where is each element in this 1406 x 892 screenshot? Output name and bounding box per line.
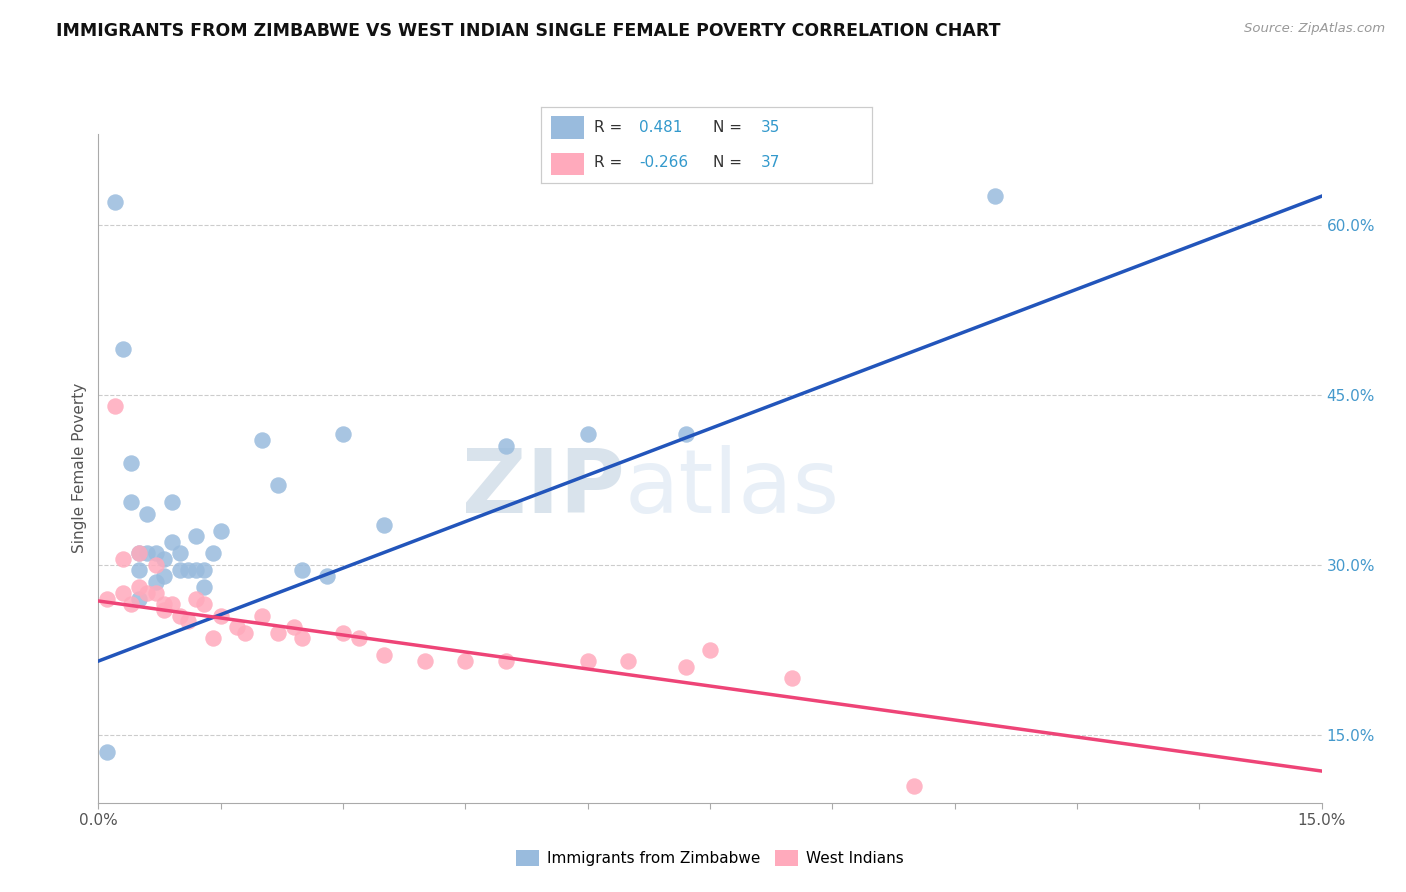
Point [160, 598, 183, 612]
Point [152, 603, 174, 617]
Point [903, 779, 925, 793]
Point [120, 456, 142, 470]
Point [226, 620, 249, 634]
Text: Source: ZipAtlas.com: Source: ZipAtlas.com [1244, 22, 1385, 36]
Point [201, 632, 224, 646]
Legend: Immigrants from Zimbabwe, West Indians: Immigrants from Zimbabwe, West Indians [510, 844, 910, 872]
Text: R =: R = [595, 120, 627, 135]
Text: ZIP: ZIP [461, 445, 624, 532]
Point [96, 745, 118, 759]
Point [136, 507, 159, 521]
Point [209, 524, 232, 538]
Point [160, 495, 183, 509]
Point [152, 569, 174, 583]
Text: N =: N = [713, 155, 747, 169]
Point [576, 654, 599, 668]
Point [104, 399, 127, 413]
Point [111, 552, 134, 566]
Point [136, 546, 159, 560]
Point [111, 586, 134, 600]
Point [780, 671, 803, 685]
Point [250, 608, 273, 623]
Point [136, 586, 159, 600]
Point [145, 586, 167, 600]
Point [315, 569, 337, 583]
Text: IMMIGRANTS FROM ZIMBABWE VS WEST INDIAN SINGLE FEMALE POVERTY CORRELATION CHART: IMMIGRANTS FROM ZIMBABWE VS WEST INDIAN … [56, 22, 1001, 40]
Point [267, 625, 290, 640]
Point [984, 189, 1007, 203]
Point [186, 529, 208, 543]
Point [193, 580, 215, 594]
Point [128, 580, 150, 594]
Point [373, 518, 395, 533]
Point [495, 439, 517, 453]
Point [495, 654, 517, 668]
Point [96, 591, 118, 606]
Point [186, 563, 208, 577]
Point [576, 427, 599, 442]
Point [128, 546, 150, 560]
Point [267, 478, 290, 492]
Point [699, 642, 721, 657]
Point [152, 552, 174, 566]
Text: 0.481: 0.481 [638, 120, 682, 135]
Point [169, 546, 191, 560]
Point [291, 563, 314, 577]
Text: N =: N = [713, 120, 747, 135]
Y-axis label: Single Female Poverty: Single Female Poverty [72, 384, 87, 553]
Text: 37: 37 [761, 155, 780, 169]
Point [128, 563, 150, 577]
Point [209, 608, 232, 623]
Point [413, 654, 436, 668]
Text: R =: R = [595, 155, 627, 169]
Point [169, 563, 191, 577]
Point [193, 563, 215, 577]
Point [454, 654, 477, 668]
Point [193, 598, 215, 612]
FancyBboxPatch shape [551, 116, 585, 139]
Point [233, 625, 256, 640]
Point [169, 608, 191, 623]
Point [177, 615, 200, 629]
Point [128, 591, 150, 606]
Point [675, 659, 697, 673]
Point [617, 654, 640, 668]
FancyBboxPatch shape [551, 153, 585, 175]
Point [104, 194, 127, 209]
Point [145, 574, 167, 589]
Point [111, 343, 134, 357]
Point [160, 535, 183, 549]
Point [675, 427, 697, 442]
Point [120, 598, 142, 612]
Text: atlas: atlas [624, 445, 839, 532]
Point [152, 598, 174, 612]
Point [145, 546, 167, 560]
Point [332, 427, 354, 442]
Point [128, 546, 150, 560]
Point [349, 632, 371, 646]
Point [332, 625, 354, 640]
Point [283, 620, 305, 634]
Point [201, 546, 224, 560]
Point [186, 591, 208, 606]
Text: -0.266: -0.266 [638, 155, 688, 169]
Point [177, 563, 200, 577]
Point [291, 632, 314, 646]
Text: 35: 35 [761, 120, 780, 135]
Point [120, 495, 142, 509]
Point [250, 433, 273, 447]
Point [373, 648, 395, 663]
Point [145, 558, 167, 572]
